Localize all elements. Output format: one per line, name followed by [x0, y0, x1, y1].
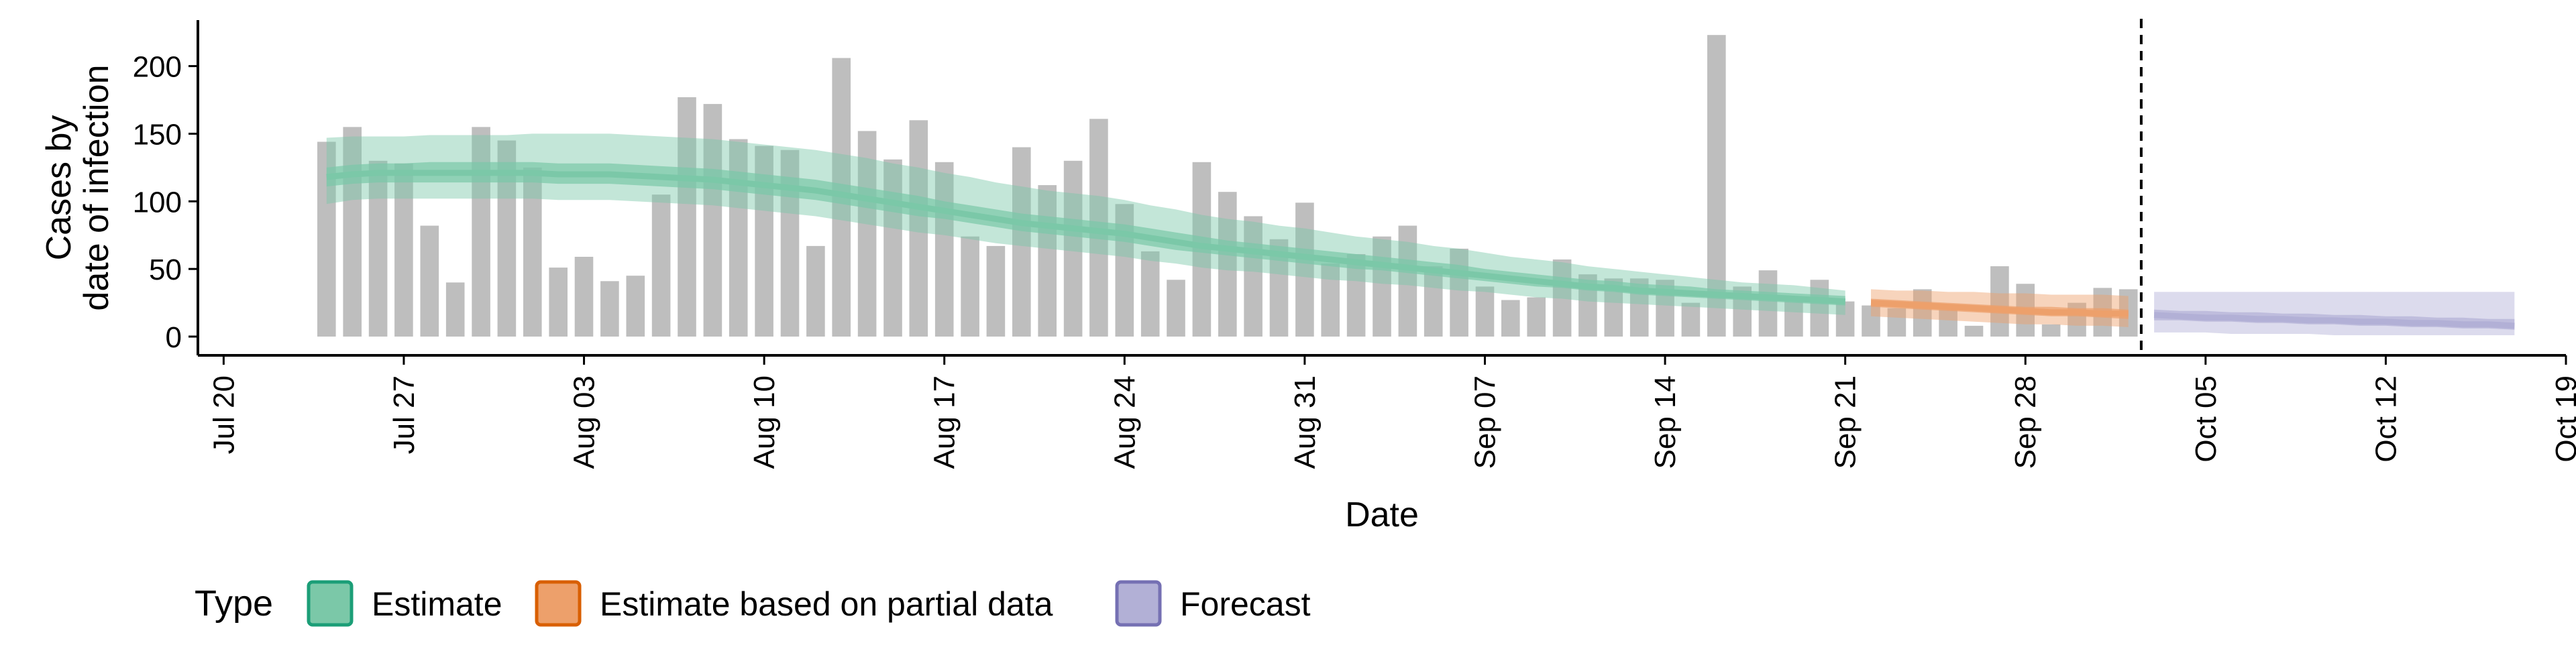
- bar: [1475, 286, 1495, 337]
- bar: [472, 127, 490, 337]
- y-axis-title-line: date of infection: [77, 64, 116, 310]
- bar: [1398, 225, 1417, 337]
- x-tick-label: Oct 12: [2369, 375, 2402, 463]
- bar: [626, 276, 645, 337]
- legend-key-forecast: [1115, 580, 1162, 627]
- bar: [806, 245, 825, 337]
- x-tick-label: Aug 17: [928, 375, 961, 469]
- bar: [961, 236, 979, 337]
- bar: [1964, 325, 1984, 337]
- bar: [1784, 301, 1803, 337]
- x-tick-label: Sep 21: [1829, 375, 1862, 469]
- median-lines-layer: [326, 170, 2515, 329]
- forecast-median-line: [2153, 312, 2515, 329]
- bar: [1758, 270, 1778, 337]
- bar: [1527, 297, 1546, 337]
- legend-title: Type: [195, 583, 273, 624]
- bar: [1450, 248, 1468, 337]
- bar: [1321, 263, 1340, 337]
- bar: [703, 104, 722, 337]
- bar: [2041, 324, 2061, 337]
- bar: [1681, 302, 1701, 337]
- bar: [343, 127, 362, 337]
- bar: [1295, 202, 1314, 337]
- x-tick-label: Aug 31: [1289, 375, 1322, 469]
- bar: [1140, 251, 1160, 337]
- bar: [549, 268, 568, 337]
- y-tick-label: 200: [133, 51, 182, 84]
- bar: [420, 225, 439, 337]
- bar: [1939, 309, 1957, 337]
- bar: [1167, 280, 1185, 337]
- y-tick-label: 100: [133, 186, 182, 219]
- estimate-inner-ribbon: [326, 162, 1845, 306]
- x-tick-label: Aug 03: [568, 375, 601, 469]
- bar: [1373, 236, 1391, 337]
- bar: [1012, 147, 1031, 337]
- x-tick-label: Aug 24: [1108, 375, 1141, 469]
- x-tick-label: Sep 28: [2009, 375, 2042, 469]
- legend-key-estimate: [307, 580, 354, 627]
- bar: [445, 282, 465, 337]
- bar: [1424, 266, 1443, 337]
- y-tick-label: 50: [149, 253, 182, 286]
- bar: [1835, 301, 1855, 337]
- bar: [1063, 160, 1083, 337]
- estimate-median-line: [326, 170, 1845, 305]
- bar: [1501, 300, 1520, 337]
- bar: [857, 131, 877, 337]
- y-tick-label: 150: [133, 118, 182, 151]
- x-tick-label: Jul 27: [388, 375, 421, 454]
- bar: [1913, 289, 1932, 337]
- bar: [1810, 280, 1829, 337]
- bar: [600, 281, 619, 337]
- x-axis-title: Date: [1345, 495, 1419, 534]
- bar: [1707, 35, 1726, 337]
- legend-key-estimate-based-on-partial-data: [535, 580, 582, 627]
- x-tick-label: Oct 19: [2550, 375, 2576, 463]
- bar: [986, 245, 1006, 337]
- y-axis-title-line: Cases by: [40, 115, 78, 261]
- x-tick-label: Oct 05: [2190, 375, 2222, 463]
- x-tick-label: Sep 07: [1468, 375, 1501, 469]
- legend-label-forecast: Forecast: [1180, 585, 1311, 623]
- bar: [1990, 266, 2009, 337]
- bar: [1244, 216, 1263, 337]
- y-axis-title: Cases bydate of infection: [40, 64, 116, 310]
- bar: [1552, 259, 1572, 337]
- legend: Type Estimate Estimate based on partial d…: [195, 580, 1311, 627]
- bar: [1038, 185, 1057, 337]
- x-tick-label: Sep 14: [1649, 375, 1682, 469]
- bar: [394, 163, 413, 337]
- bar: [883, 159, 902, 337]
- bar: [1887, 308, 1907, 337]
- bar: [1218, 192, 1237, 337]
- x-tick-label: Jul 20: [207, 375, 240, 454]
- estimate-based-on-partial-data-median-line: [1870, 300, 2129, 317]
- bar: [651, 194, 671, 337]
- axes-layer: 0 50 100 150 200 Jul 20 Jul 27 Aug 03 Aug 10 Aug …: [133, 20, 2576, 469]
- bar: [909, 120, 928, 337]
- legend-label-estimate-based-on-partial-data: Estimate based on partial data: [600, 585, 1053, 623]
- bars-layer: [317, 35, 2138, 337]
- bar: [574, 257, 594, 337]
- bar: [368, 160, 388, 337]
- y-tick-label: 0: [166, 321, 182, 354]
- bar: [1862, 305, 1880, 337]
- x-tick-label: Aug 10: [748, 375, 781, 469]
- legend-label-estimate: Estimate: [372, 585, 502, 623]
- bar: [523, 167, 542, 337]
- bar: [934, 162, 954, 337]
- bar: [678, 97, 696, 337]
